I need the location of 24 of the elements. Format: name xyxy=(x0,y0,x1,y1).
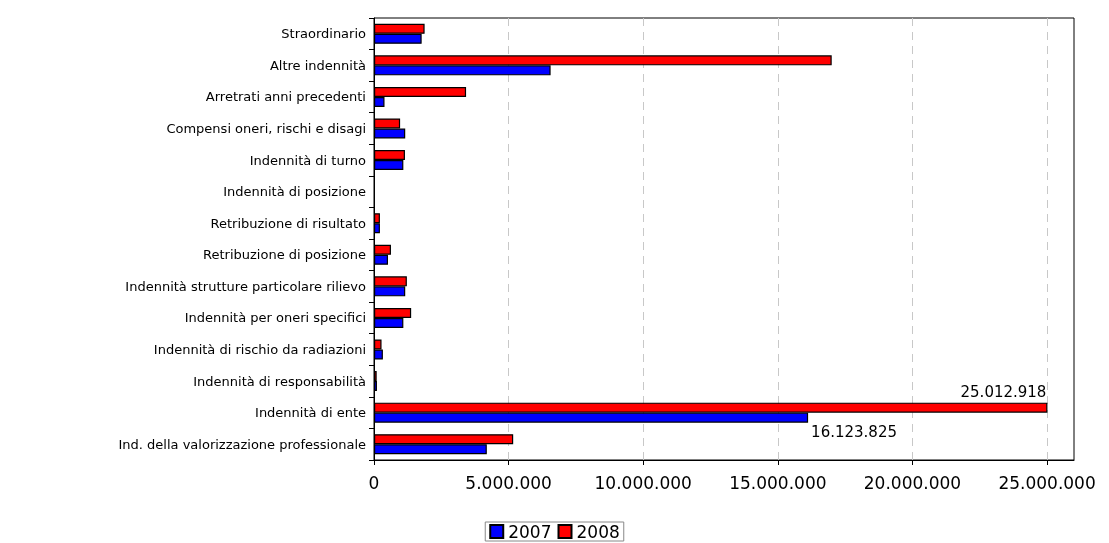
x-tick-label: 0 xyxy=(368,472,380,493)
y-tick-label: Arretrati anni precedenti xyxy=(205,89,366,105)
x-tick-label: 5.000.000 xyxy=(465,472,552,493)
x-tick-label: 25.000.000 xyxy=(998,472,1096,493)
y-tick-label: Indennità di posizione xyxy=(223,184,366,200)
y-tick-label: Indennità strutture particolare rilievo xyxy=(125,278,367,294)
x-tick-label: 20.000.000 xyxy=(863,472,962,493)
x-tick-label: 10.000.000 xyxy=(594,472,692,493)
y-tick-label: Indennità di ente xyxy=(255,405,366,421)
y-tick-label: Retribuzione di posizione xyxy=(203,247,366,263)
y-tick-label: Indennità per oneri specifici xyxy=(184,310,366,326)
y-tick-label: Indennità di responsabilità xyxy=(193,373,366,389)
y-tick-label: Indennità di rischio da radiazioni xyxy=(153,342,366,357)
y-tick-label: Indennità di turno xyxy=(249,152,367,168)
y-tick-label: Compensi oneri, rischi e disagi xyxy=(166,121,366,136)
y-tick-label: Altre indennità xyxy=(269,57,366,73)
y-tick-label: Straordinario xyxy=(281,26,367,42)
y-tick-label: Retribuzione di risultato xyxy=(210,215,367,231)
data-label: 16.123.825 xyxy=(811,422,897,441)
data-label: 25.012.918 xyxy=(960,382,1047,401)
legend-label: 2008 xyxy=(576,521,620,542)
y-tick-label: Ind. della valorizzazione professionale xyxy=(118,436,366,452)
x-tick-label: 15.000.000 xyxy=(729,472,827,493)
legend-label: 2007 xyxy=(508,521,552,542)
